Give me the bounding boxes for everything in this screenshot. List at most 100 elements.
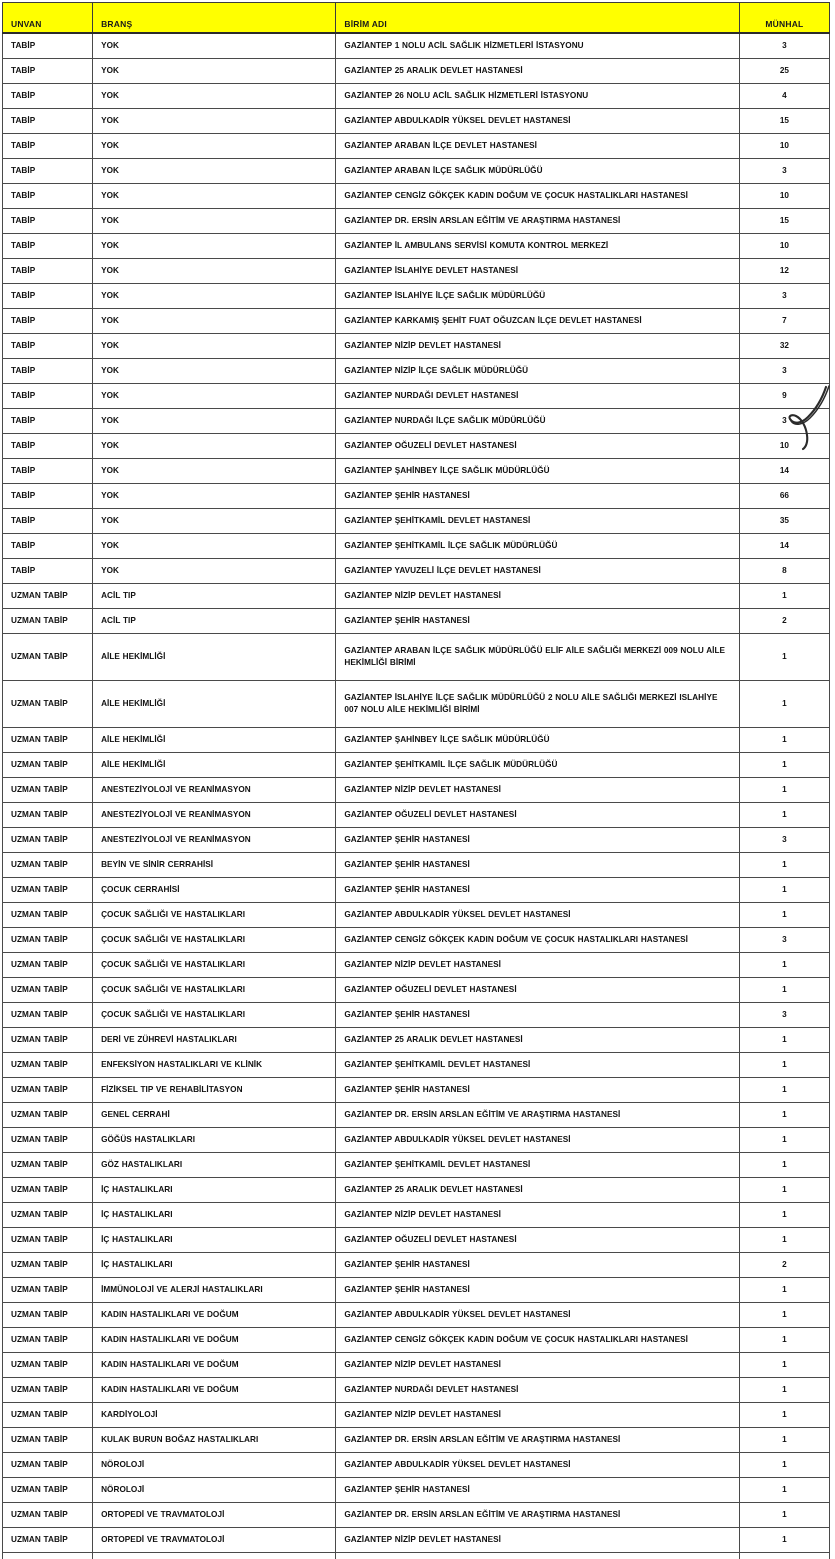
cell-brans[interactable]: ORTOPEDİ VE TRAVMATOLOJİ [93, 1528, 336, 1553]
cell-munhal[interactable]: 1 [739, 584, 829, 609]
column-header-unvan[interactable]: UNVAN [3, 3, 93, 34]
cell-munhal[interactable]: 3 [739, 359, 829, 384]
cell-brans[interactable]: YOK [93, 534, 336, 559]
cell-birim[interactable]: GAZİANTEP ŞEHİR HASTANESİ [336, 853, 739, 878]
cell-birim[interactable]: GAZİANTEP ŞEHİTKAMİL DEVLET HASTANESİ [336, 1053, 739, 1078]
cell-unvan[interactable]: UZMAN TABİP [3, 753, 93, 778]
cell-brans[interactable]: KARDİYOLOJİ [93, 1403, 336, 1428]
cell-brans[interactable]: ENFEKSİYON HASTALIKLARI VE KLİNİK [93, 1053, 336, 1078]
cell-unvan[interactable]: TABİP [3, 359, 93, 384]
cell-unvan[interactable]: TABİP [3, 284, 93, 309]
cell-unvan[interactable]: UZMAN TABİP [3, 953, 93, 978]
cell-unvan[interactable]: UZMAN TABİP [3, 1353, 93, 1378]
cell-unvan[interactable]: TABİP [3, 259, 93, 284]
cell-birim[interactable]: GAZİANTEP ABDULKADİR YÜKSEL DEVLET HASTA… [336, 109, 739, 134]
cell-munhal[interactable]: 1 [739, 1303, 829, 1328]
cell-unvan[interactable]: TABİP [3, 534, 93, 559]
cell-birim[interactable]: GAZİANTEP ŞEHİR HASTANESİ [336, 1278, 739, 1303]
cell-unvan[interactable]: TABİP [3, 459, 93, 484]
cell-munhal[interactable]: 4 [739, 84, 829, 109]
cell-unvan[interactable]: TABİP [3, 234, 93, 259]
cell-unvan[interactable]: UZMAN TABİP [3, 1003, 93, 1028]
cell-unvan[interactable]: UZMAN TABİP [3, 1078, 93, 1103]
cell-birim[interactable]: GAZİANTEP ABDULKADİR YÜKSEL DEVLET HASTA… [336, 1453, 739, 1478]
cell-brans[interactable]: YOK [93, 259, 336, 284]
cell-birim[interactable]: GAZİANTEP ARABAN İLÇE SAĞLIK MÜDÜRLÜĞÜ E… [336, 634, 739, 681]
cell-birim[interactable]: GAZİANTEP NİZİP DEVLET HASTANESİ [336, 1528, 739, 1553]
cell-munhal[interactable]: 1 [739, 1103, 829, 1128]
cell-unvan[interactable]: UZMAN TABİP [3, 1453, 93, 1478]
cell-brans[interactable]: YOK [93, 434, 336, 459]
cell-brans[interactable]: YOK [93, 209, 336, 234]
cell-munhal[interactable]: 1 [739, 1503, 829, 1528]
cell-munhal[interactable]: 1 [739, 1028, 829, 1053]
cell-birim[interactable]: GAZİANTEP 25 ARALIK DEVLET HASTANESİ [336, 1178, 739, 1203]
cell-brans[interactable]: ORTOPEDİ VE TRAVMATOLOJİ [93, 1503, 336, 1528]
cell-brans[interactable]: ACİL TIP [93, 609, 336, 634]
cell-unvan[interactable]: UZMAN TABİP [3, 903, 93, 928]
cell-brans[interactable]: YOK [93, 509, 336, 534]
cell-unvan[interactable]: TABİP [3, 159, 93, 184]
cell-birim[interactable]: GAZİANTEP ŞEHİR HASTANESİ [336, 1253, 739, 1278]
cell-brans[interactable]: ANESTEZİYOLOJİ VE REANİMASYON [93, 778, 336, 803]
cell-munhal[interactable]: 3 [739, 928, 829, 953]
cell-unvan[interactable]: TABİP [3, 134, 93, 159]
cell-unvan[interactable]: UZMAN TABİP [3, 1278, 93, 1303]
cell-munhal[interactable]: 1 [739, 634, 829, 681]
cell-brans[interactable]: ÇOCUK CERRAHİSİ [93, 878, 336, 903]
cell-munhal[interactable]: 1 [739, 1328, 829, 1353]
cell-birim[interactable]: GAZİANTEP CENGİZ GÖKÇEK KADIN DOĞUM VE Ç… [336, 928, 739, 953]
cell-munhal[interactable]: 8 [739, 559, 829, 584]
cell-brans[interactable]: YOK [93, 484, 336, 509]
cell-brans[interactable]: YOK [93, 159, 336, 184]
cell-munhal[interactable]: 2 [739, 1253, 829, 1278]
cell-birim[interactable]: GAZİANTEP DR. ERSİN ARSLAN EĞİTİM VE ARA… [336, 1103, 739, 1128]
cell-birim[interactable]: GAZİANTEP ŞEHİTKAMİL DEVLET HASTANESİ [336, 509, 739, 534]
column-header-birim[interactable]: BİRİM ADI [336, 3, 739, 34]
cell-brans[interactable]: KULAK BURUN BOĞAZ HASTALIKLARI [93, 1428, 336, 1453]
cell-munhal[interactable]: 1 [739, 1428, 829, 1453]
cell-unvan[interactable]: UZMAN TABİP [3, 1053, 93, 1078]
cell-birim[interactable]: GAZİANTEP KARKAMIŞ ŞEHİT FUAT OĞUZCAN İL… [336, 309, 739, 334]
cell-munhal[interactable]: 14 [739, 459, 829, 484]
cell-birim[interactable]: GAZİANTEP İSLAHİYE İLÇE SAĞLIK MÜDÜRLÜĞÜ… [336, 681, 739, 728]
cell-birim[interactable]: GAZİANTEP NİZİP DEVLET HASTANESİ [336, 334, 739, 359]
cell-munhal[interactable]: 3 [739, 33, 829, 59]
cell-brans[interactable]: GÖĞÜS HASTALIKLARI [93, 1128, 336, 1153]
cell-unvan[interactable]: UZMAN TABİP [3, 1103, 93, 1128]
cell-brans[interactable]: NÖROLOJİ [93, 1453, 336, 1478]
cell-unvan[interactable]: UZMAN TABİP [3, 1303, 93, 1328]
cell-birim[interactable]: GAZİANTEP DR. ERSİN ARSLAN EĞİTİM VE ARA… [336, 1428, 739, 1453]
cell-brans[interactable]: AİLE HEKİMLİĞİ [93, 753, 336, 778]
cell-brans[interactable]: YOK [93, 284, 336, 309]
cell-munhal[interactable]: 15 [739, 109, 829, 134]
cell-brans[interactable]: ÇOCUK SAĞLIĞI VE HASTALIKLARI [93, 928, 336, 953]
cell-brans[interactable]: KADIN HASTALIKLARI VE DOĞUM [93, 1353, 336, 1378]
cell-brans[interactable]: AİLE HEKİMLİĞİ [93, 634, 336, 681]
cell-birim[interactable]: GAZİANTEP ŞEHİTKAMİL DEVLET HASTANESİ [336, 1153, 739, 1178]
